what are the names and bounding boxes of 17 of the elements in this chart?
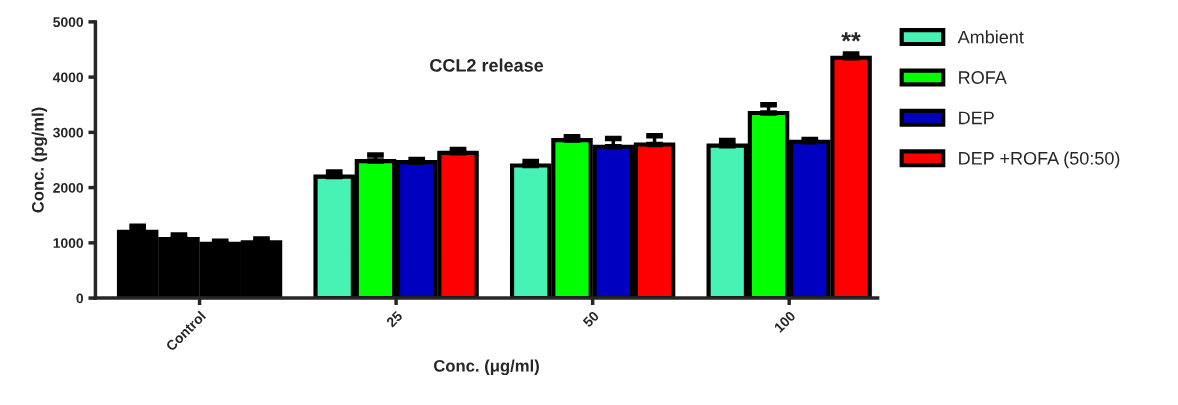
y-tick-label: 2000 bbox=[53, 182, 84, 193]
x-tick-label: 100 bbox=[773, 310, 796, 333]
y-tick-label: 5000 bbox=[53, 17, 84, 28]
x-tick-label: 25 bbox=[385, 310, 404, 328]
y-tick-label: 4000 bbox=[52, 72, 84, 83]
legend-label: DEP bbox=[959, 111, 994, 125]
legend-label: Ambient bbox=[957, 30, 1024, 44]
y-tick-label: 0 bbox=[76, 293, 84, 304]
y-tick-label: 3000 bbox=[53, 127, 84, 138]
y-axis-title: Conc. (pg/ml) bbox=[31, 107, 48, 213]
text: CCL2 release bbox=[430, 58, 544, 72]
y-tick-label: 1000 bbox=[53, 238, 84, 249]
x-tick-label: 50 bbox=[582, 310, 600, 328]
annotation: ** bbox=[841, 32, 861, 42]
x-axis-title: Conc. (μg/ml) bbox=[433, 359, 539, 376]
legend-label: ROFA bbox=[959, 71, 1007, 84]
legend-label: DEP +ROFA (50:50) bbox=[959, 151, 1120, 169]
